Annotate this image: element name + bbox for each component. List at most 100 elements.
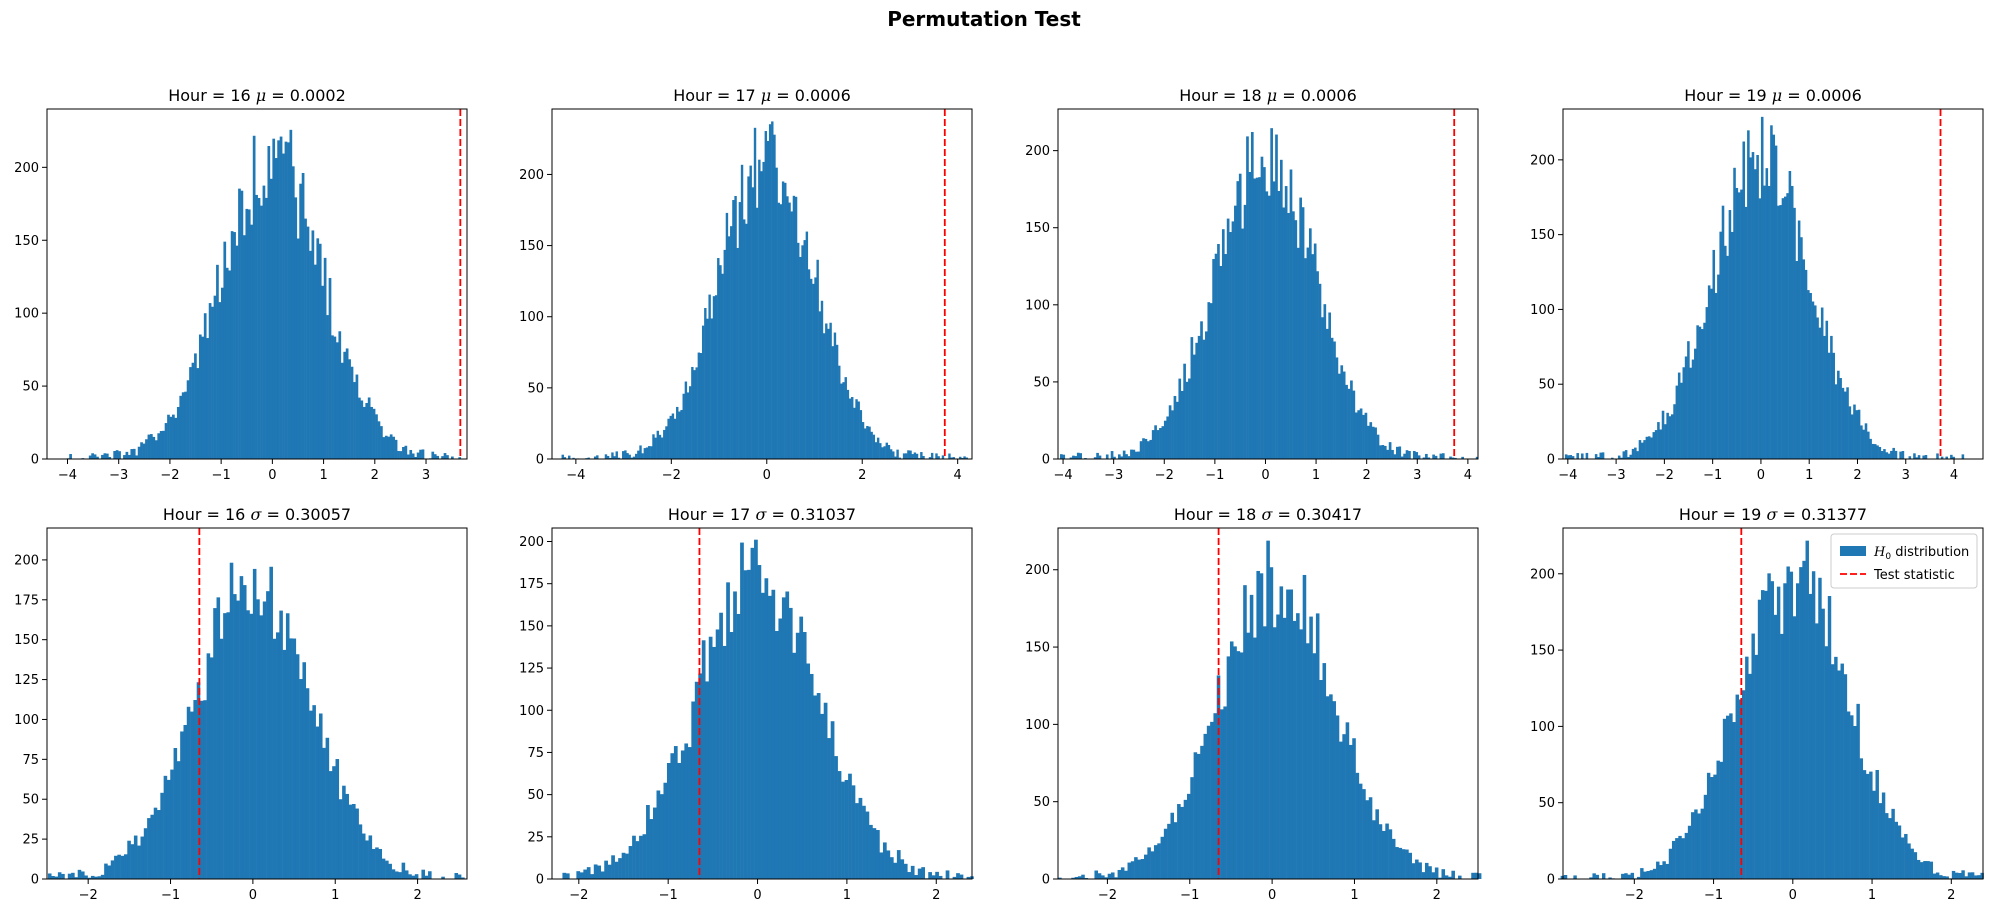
histogram-bar (328, 771, 333, 879)
histogram-bar (732, 200, 735, 459)
histogram-bar (1684, 832, 1689, 879)
x-tick-label: 0 (763, 468, 771, 483)
histogram-bar (51, 876, 55, 879)
histogram-bar (963, 456, 966, 459)
histogram-bar (147, 818, 151, 879)
y-tick-label: 150 (519, 239, 544, 254)
histogram-bar (1624, 450, 1628, 459)
histogram-bar (1434, 455, 1438, 459)
axes-frame (1562, 108, 1984, 460)
histogram-bar (173, 748, 178, 879)
histogram-bar (714, 295, 718, 459)
histogram-bar (698, 673, 703, 879)
histogram-bar (1961, 870, 1965, 879)
histogram-bar (1926, 861, 1930, 879)
histogram-bar (348, 804, 353, 879)
histogram-bar (1226, 656, 1231, 879)
histogram-bar (267, 146, 271, 459)
x-tick-label: 1 (319, 468, 327, 483)
histogram-bar (1243, 204, 1247, 459)
histogram-bar (1183, 363, 1186, 459)
histogram-bar (1714, 292, 1718, 459)
histogram-bar (104, 863, 108, 879)
histogram-bar (394, 439, 398, 459)
histogram-bar (1272, 627, 1277, 879)
histogram-bar (1850, 414, 1854, 459)
histogram-bar (905, 453, 908, 459)
histogram-bar (1790, 185, 1794, 459)
histogram-bar (54, 876, 59, 879)
histogram-bar (684, 743, 689, 879)
histogram-bars (1560, 540, 1984, 879)
histogram-bar (785, 591, 790, 879)
y-tick-label: 100 (1025, 718, 1050, 733)
histogram-bar (889, 449, 893, 459)
histogram-bar (262, 601, 267, 879)
histogram-bar (1127, 456, 1131, 459)
histogram-bar (747, 176, 750, 459)
histogram-bar (1180, 390, 1184, 459)
histogram-bar (1627, 456, 1630, 459)
y-tick-label: 50 (1538, 796, 1555, 811)
histogram-bar (130, 844, 135, 879)
histogram-bar (1246, 136, 1249, 459)
histogram-bar (1354, 412, 1358, 459)
histogram-bar (1296, 613, 1300, 879)
histogram-bar (909, 450, 912, 459)
histogram-bar (1294, 220, 1298, 459)
histogram-bar (1843, 674, 1848, 879)
histogram-bar (1691, 812, 1695, 879)
histogram-bar (1631, 448, 1635, 459)
histogram-bar (1454, 457, 1457, 459)
histogram-bar (1292, 620, 1297, 879)
histogram-bar (921, 867, 926, 879)
histogram-bar (1945, 456, 1949, 459)
histogram-bar (801, 245, 804, 459)
x-tick-label: −1 (161, 888, 180, 903)
histogram-bar (1815, 623, 1819, 879)
histogram-bar (1188, 378, 1191, 459)
histogram-bar (1974, 875, 1978, 879)
x-tick-label: −3 (109, 468, 128, 483)
histogram-bar (130, 449, 134, 459)
histogram-bar (1894, 821, 1899, 879)
histogram-bar (375, 847, 379, 879)
histogram-bar (289, 129, 293, 459)
histogram-bar (835, 344, 839, 459)
histogram-bar (150, 814, 154, 879)
panel-title: Hour = 19 σ = 0.31377 (1679, 505, 1867, 524)
histogram-bar (861, 422, 865, 459)
histogram-bar (858, 797, 863, 879)
histogram-bar (583, 869, 588, 879)
histogram-bar (1824, 646, 1829, 879)
histogram-bar (1418, 862, 1422, 879)
x-tick-label: 2 (1947, 888, 1955, 903)
histogram-bar (1786, 193, 1789, 459)
histogram-bar (1451, 457, 1455, 459)
histogram-bar (687, 747, 692, 879)
histogram-bar (1703, 322, 1706, 459)
y-tick-label: 0 (536, 453, 544, 468)
histogram-bar (743, 570, 748, 879)
histogram-bar (771, 121, 774, 459)
histogram-bar (318, 243, 322, 459)
histogram-bar (1362, 789, 1366, 879)
histogram-bar (404, 870, 409, 879)
histogram-bar (1079, 453, 1082, 459)
histogram-bar (1820, 307, 1824, 459)
histogram-bar (1761, 590, 1765, 879)
histogram-bar (1650, 437, 1653, 459)
histogram-bar (1074, 876, 1079, 879)
histogram-bar (1622, 451, 1626, 459)
histogram-bar (937, 456, 940, 459)
histogram-bar (966, 876, 971, 879)
histogram-bar (1415, 452, 1419, 459)
histogram-bar (632, 456, 636, 459)
histogram-bar (1286, 589, 1290, 879)
histogram-bar (829, 322, 832, 459)
histogram-bar (803, 240, 806, 459)
histogram-bar (1634, 447, 1637, 459)
histogram-bar (781, 181, 785, 460)
histogram-bar (350, 366, 354, 459)
histogram-bar (1608, 877, 1612, 879)
